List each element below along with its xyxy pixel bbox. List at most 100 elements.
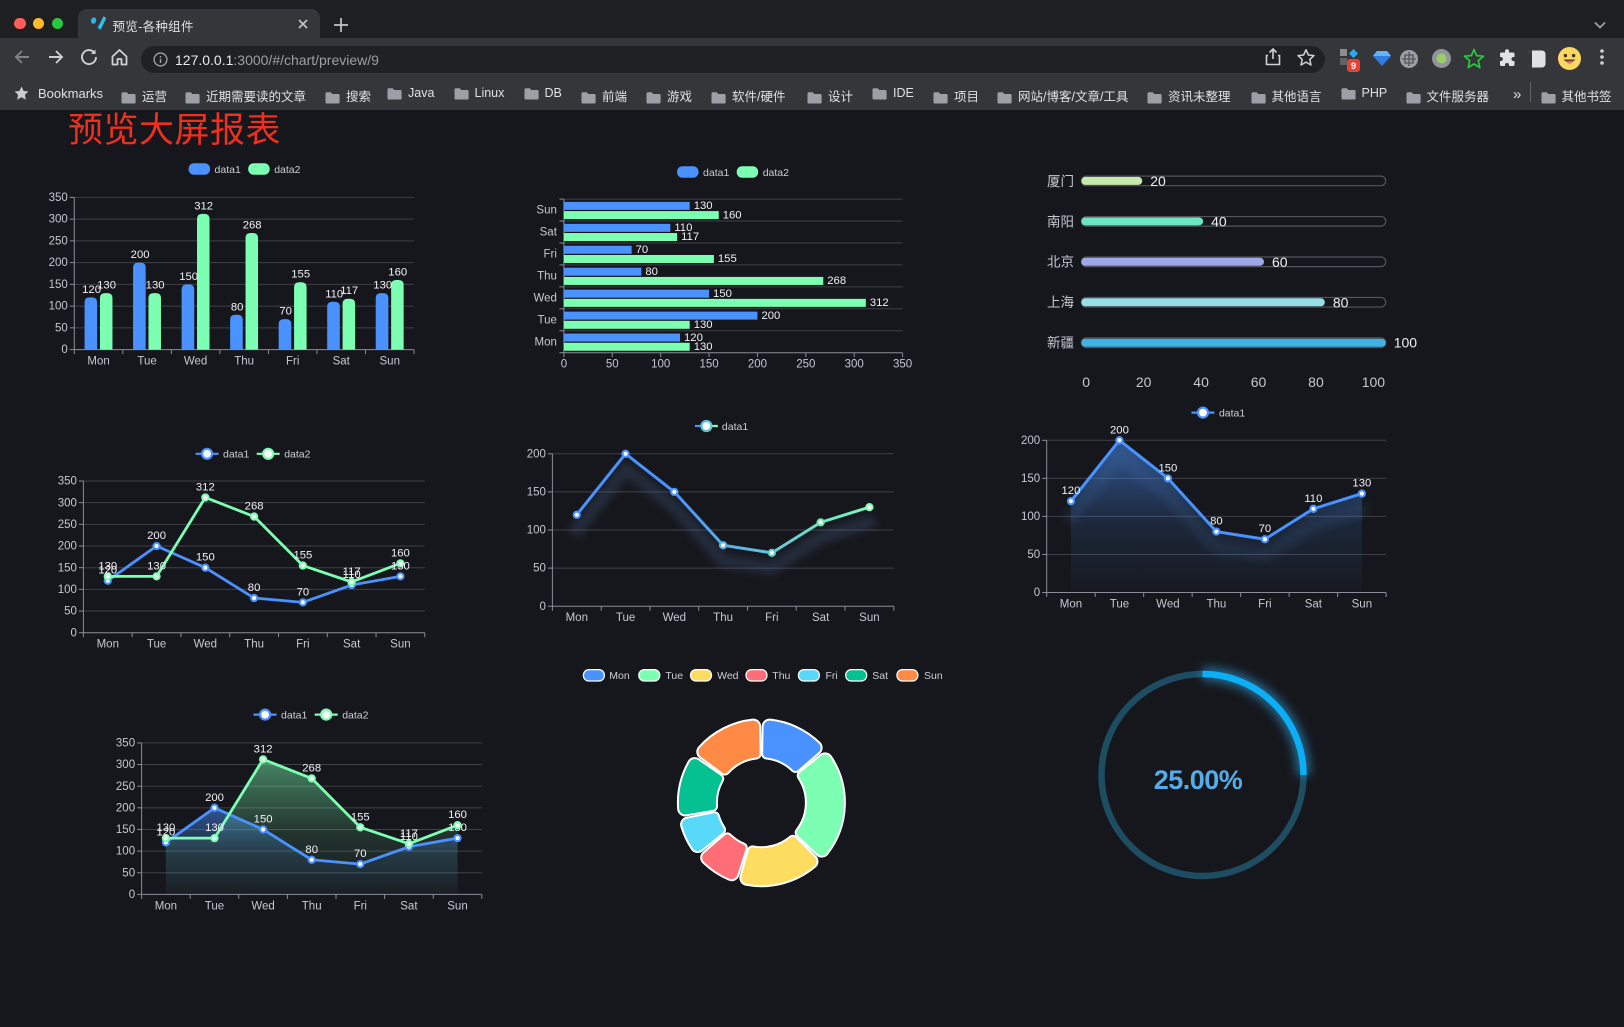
svg-text:200: 200 <box>116 802 135 814</box>
svg-text:Fri: Fri <box>826 670 838 682</box>
svg-text:130: 130 <box>98 560 117 572</box>
svg-text:80: 80 <box>231 301 244 313</box>
svg-text:200: 200 <box>748 359 767 371</box>
svg-text:300: 300 <box>49 214 68 226</box>
svg-text:50: 50 <box>1027 549 1040 561</box>
svg-text:70: 70 <box>279 306 292 318</box>
svg-text:data1: data1 <box>703 167 729 179</box>
svg-text:60: 60 <box>1251 374 1267 390</box>
svg-text:Wed: Wed <box>184 356 207 368</box>
svg-text:155: 155 <box>293 550 312 562</box>
svg-text:120: 120 <box>98 565 117 577</box>
svg-text:100: 100 <box>49 301 68 313</box>
svg-text:data1: data1 <box>1219 407 1245 419</box>
svg-text:Tue: Tue <box>616 612 635 624</box>
svg-text:200: 200 <box>205 792 224 804</box>
svg-text:20: 20 <box>1150 173 1166 189</box>
svg-text:9: 9 <box>1351 61 1356 72</box>
svg-text:117: 117 <box>340 285 358 297</box>
svg-text:上海: 上海 <box>1047 295 1074 310</box>
svg-text:Sat: Sat <box>540 227 558 239</box>
svg-text:350: 350 <box>116 738 135 750</box>
svg-text:200: 200 <box>1021 435 1040 447</box>
svg-text:Fri: Fri <box>1258 599 1271 611</box>
svg-text:150: 150 <box>1021 473 1040 485</box>
svg-text:Sun: Sun <box>924 670 943 682</box>
svg-text:160: 160 <box>388 267 407 279</box>
svg-text:120: 120 <box>684 332 703 344</box>
svg-text:312: 312 <box>870 297 889 309</box>
svg-text:110: 110 <box>674 222 692 234</box>
svg-text:70: 70 <box>354 848 367 860</box>
svg-text:80: 80 <box>1210 516 1223 528</box>
svg-text:Wed: Wed <box>717 670 739 682</box>
svg-text:Sat: Sat <box>872 670 888 682</box>
svg-text:150: 150 <box>179 271 198 283</box>
svg-text:312: 312 <box>194 200 213 212</box>
svg-text:130: 130 <box>205 822 224 834</box>
svg-text:Sun: Sun <box>447 901 467 913</box>
svg-text:312: 312 <box>196 481 215 493</box>
svg-text:300: 300 <box>845 359 864 371</box>
svg-text:130: 130 <box>146 280 165 292</box>
svg-text:200: 200 <box>1110 424 1129 436</box>
svg-text:150: 150 <box>1158 462 1177 474</box>
svg-text:厦门: 厦门 <box>1047 174 1074 189</box>
svg-text:70: 70 <box>636 244 649 256</box>
svg-text:Mon: Mon <box>1060 599 1082 611</box>
svg-text:Wed: Wed <box>533 292 556 304</box>
svg-text:130: 130 <box>147 560 166 572</box>
svg-text:117: 117 <box>681 231 699 243</box>
svg-text:0: 0 <box>61 344 67 356</box>
svg-text:150: 150 <box>196 552 215 564</box>
svg-text:25.00%: 25.00% <box>1154 765 1243 795</box>
svg-text:80: 80 <box>1333 294 1349 310</box>
svg-text:110: 110 <box>400 831 418 843</box>
svg-text:0: 0 <box>561 359 567 371</box>
svg-text:0: 0 <box>70 627 76 639</box>
svg-text:data2: data2 <box>763 167 789 179</box>
svg-text:Sat: Sat <box>1305 599 1323 611</box>
svg-text:Tue: Tue <box>147 639 166 651</box>
svg-text:100: 100 <box>1362 374 1386 390</box>
svg-text:Thu: Thu <box>234 356 254 368</box>
svg-text:300: 300 <box>116 759 135 771</box>
svg-text:40: 40 <box>1211 213 1227 229</box>
svg-text:155: 155 <box>718 253 737 265</box>
svg-text:50: 50 <box>606 359 619 371</box>
svg-text:350: 350 <box>58 476 77 488</box>
svg-text:100: 100 <box>58 584 77 596</box>
svg-text:250: 250 <box>116 781 135 793</box>
svg-text:130: 130 <box>694 200 713 212</box>
svg-text:50: 50 <box>55 322 68 334</box>
svg-text:Sun: Sun <box>1352 599 1372 611</box>
svg-text:Sun: Sun <box>859 612 879 624</box>
svg-text:155: 155 <box>291 269 310 281</box>
svg-text:Wed: Wed <box>1156 599 1179 611</box>
svg-text:300: 300 <box>58 497 77 509</box>
svg-text:Sat: Sat <box>812 612 830 624</box>
svg-text:250: 250 <box>58 519 77 531</box>
svg-text:20: 20 <box>1136 374 1152 390</box>
svg-text:100: 100 <box>1021 511 1040 523</box>
svg-text:150: 150 <box>49 279 68 291</box>
svg-text:100: 100 <box>1394 335 1418 351</box>
svg-text:200: 200 <box>527 448 546 460</box>
svg-text:data1: data1 <box>281 709 307 721</box>
svg-text:130: 130 <box>448 822 467 834</box>
svg-text:50: 50 <box>64 606 77 618</box>
svg-text:data2: data2 <box>342 709 368 721</box>
svg-text:268: 268 <box>827 275 846 287</box>
svg-text:160: 160 <box>723 209 742 221</box>
svg-text:南阳: 南阳 <box>1047 214 1074 229</box>
svg-text:Fri: Fri <box>543 249 556 261</box>
svg-text:Tue: Tue <box>538 314 557 326</box>
svg-text:Mon: Mon <box>535 336 557 348</box>
svg-text:155: 155 <box>351 811 370 823</box>
svg-text:70: 70 <box>1259 523 1272 535</box>
svg-text:80: 80 <box>645 266 658 278</box>
svg-text:Thu: Thu <box>537 271 557 283</box>
svg-text:Tue: Tue <box>205 901 224 913</box>
svg-text:130: 130 <box>391 560 410 572</box>
svg-text:Sun: Sun <box>536 205 556 217</box>
